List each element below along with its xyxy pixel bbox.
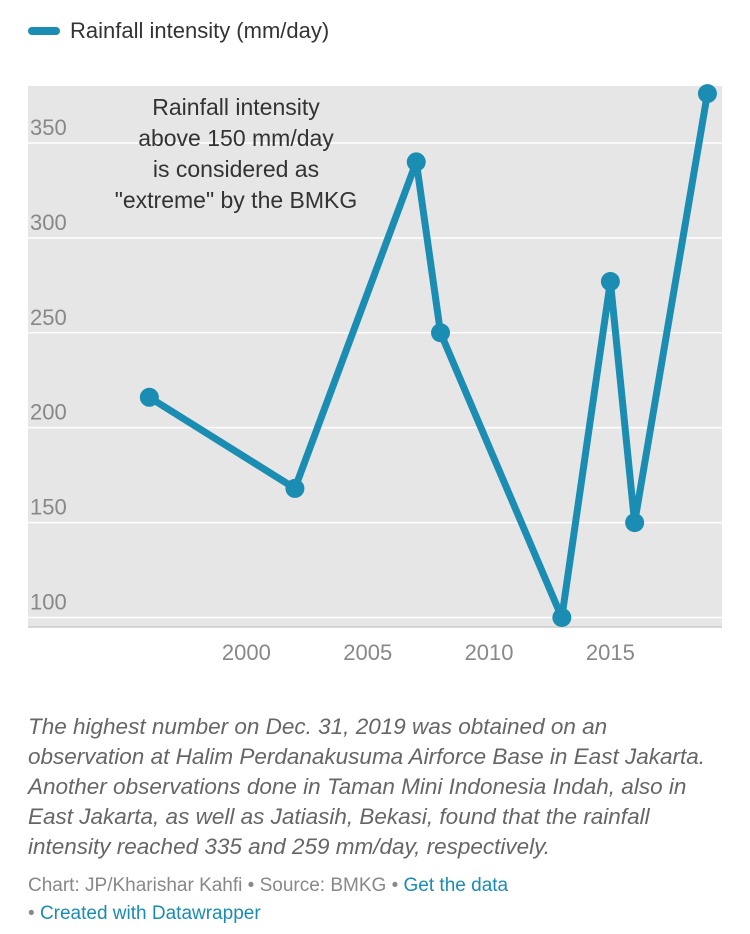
annotation-line: "extreme" by the BMKG (115, 187, 358, 213)
data-point (139, 387, 159, 407)
y-axis: 100 150 200 250 300 350 (30, 115, 67, 615)
annotation-line: is considered as (153, 156, 319, 182)
data-point (600, 272, 620, 292)
annotation-line: above 150 mm/day (138, 125, 334, 151)
plot-background (28, 86, 722, 627)
x-tick-label: 2010 (465, 640, 514, 665)
y-tick-label: 350 (30, 115, 67, 140)
y-tick-label: 100 (30, 590, 67, 615)
x-axis: 2000 2005 2010 2015 (222, 640, 635, 665)
legend: Rainfall intensity (mm/day) (28, 18, 329, 44)
chart-annotation: Rainfall intensity above 150 mm/day is con… (115, 94, 358, 213)
annotation-line: Rainfall intensity (152, 94, 320, 120)
x-tick-label: 2005 (343, 640, 392, 665)
data-point (406, 152, 426, 172)
get-the-data-link[interactable]: Get the data (403, 875, 509, 896)
data-point (552, 608, 572, 628)
series-line (145, 90, 711, 621)
created-with-datawrapper-link[interactable]: Created with Datawrapper (39, 903, 261, 924)
data-point (625, 513, 645, 533)
series-group (139, 84, 717, 628)
x-tick-label: 2000 (222, 640, 271, 665)
credit-separator: • (386, 875, 404, 896)
data-point (431, 323, 451, 343)
credit-separator: • (28, 903, 40, 924)
y-tick-label: 250 (30, 305, 67, 330)
credit-source: Source: BMKG (259, 875, 387, 896)
credit-author: Chart: JP/Kharishar Kahfi (28, 875, 243, 896)
line-chart: 100 150 200 250 300 350 2000 2005 2010 2015 Rain… (28, 84, 722, 665)
chart-credits: Chart: JP/Kharishar Kahfi • Source: BMKG… (28, 872, 718, 928)
legend-swatch (28, 27, 60, 35)
data-point (697, 84, 717, 104)
legend-label: Rainfall intensity (mm/day) (70, 18, 330, 43)
data-point (285, 478, 305, 498)
y-tick-label: 150 (30, 495, 67, 520)
y-tick-label: 200 (30, 400, 67, 425)
x-tick-label: 2015 (586, 640, 635, 665)
y-tick-label: 300 (30, 210, 67, 235)
chart-notes: The highest number on Dec. 31, 2019 was … (28, 714, 705, 859)
credit-separator: • (242, 875, 260, 896)
